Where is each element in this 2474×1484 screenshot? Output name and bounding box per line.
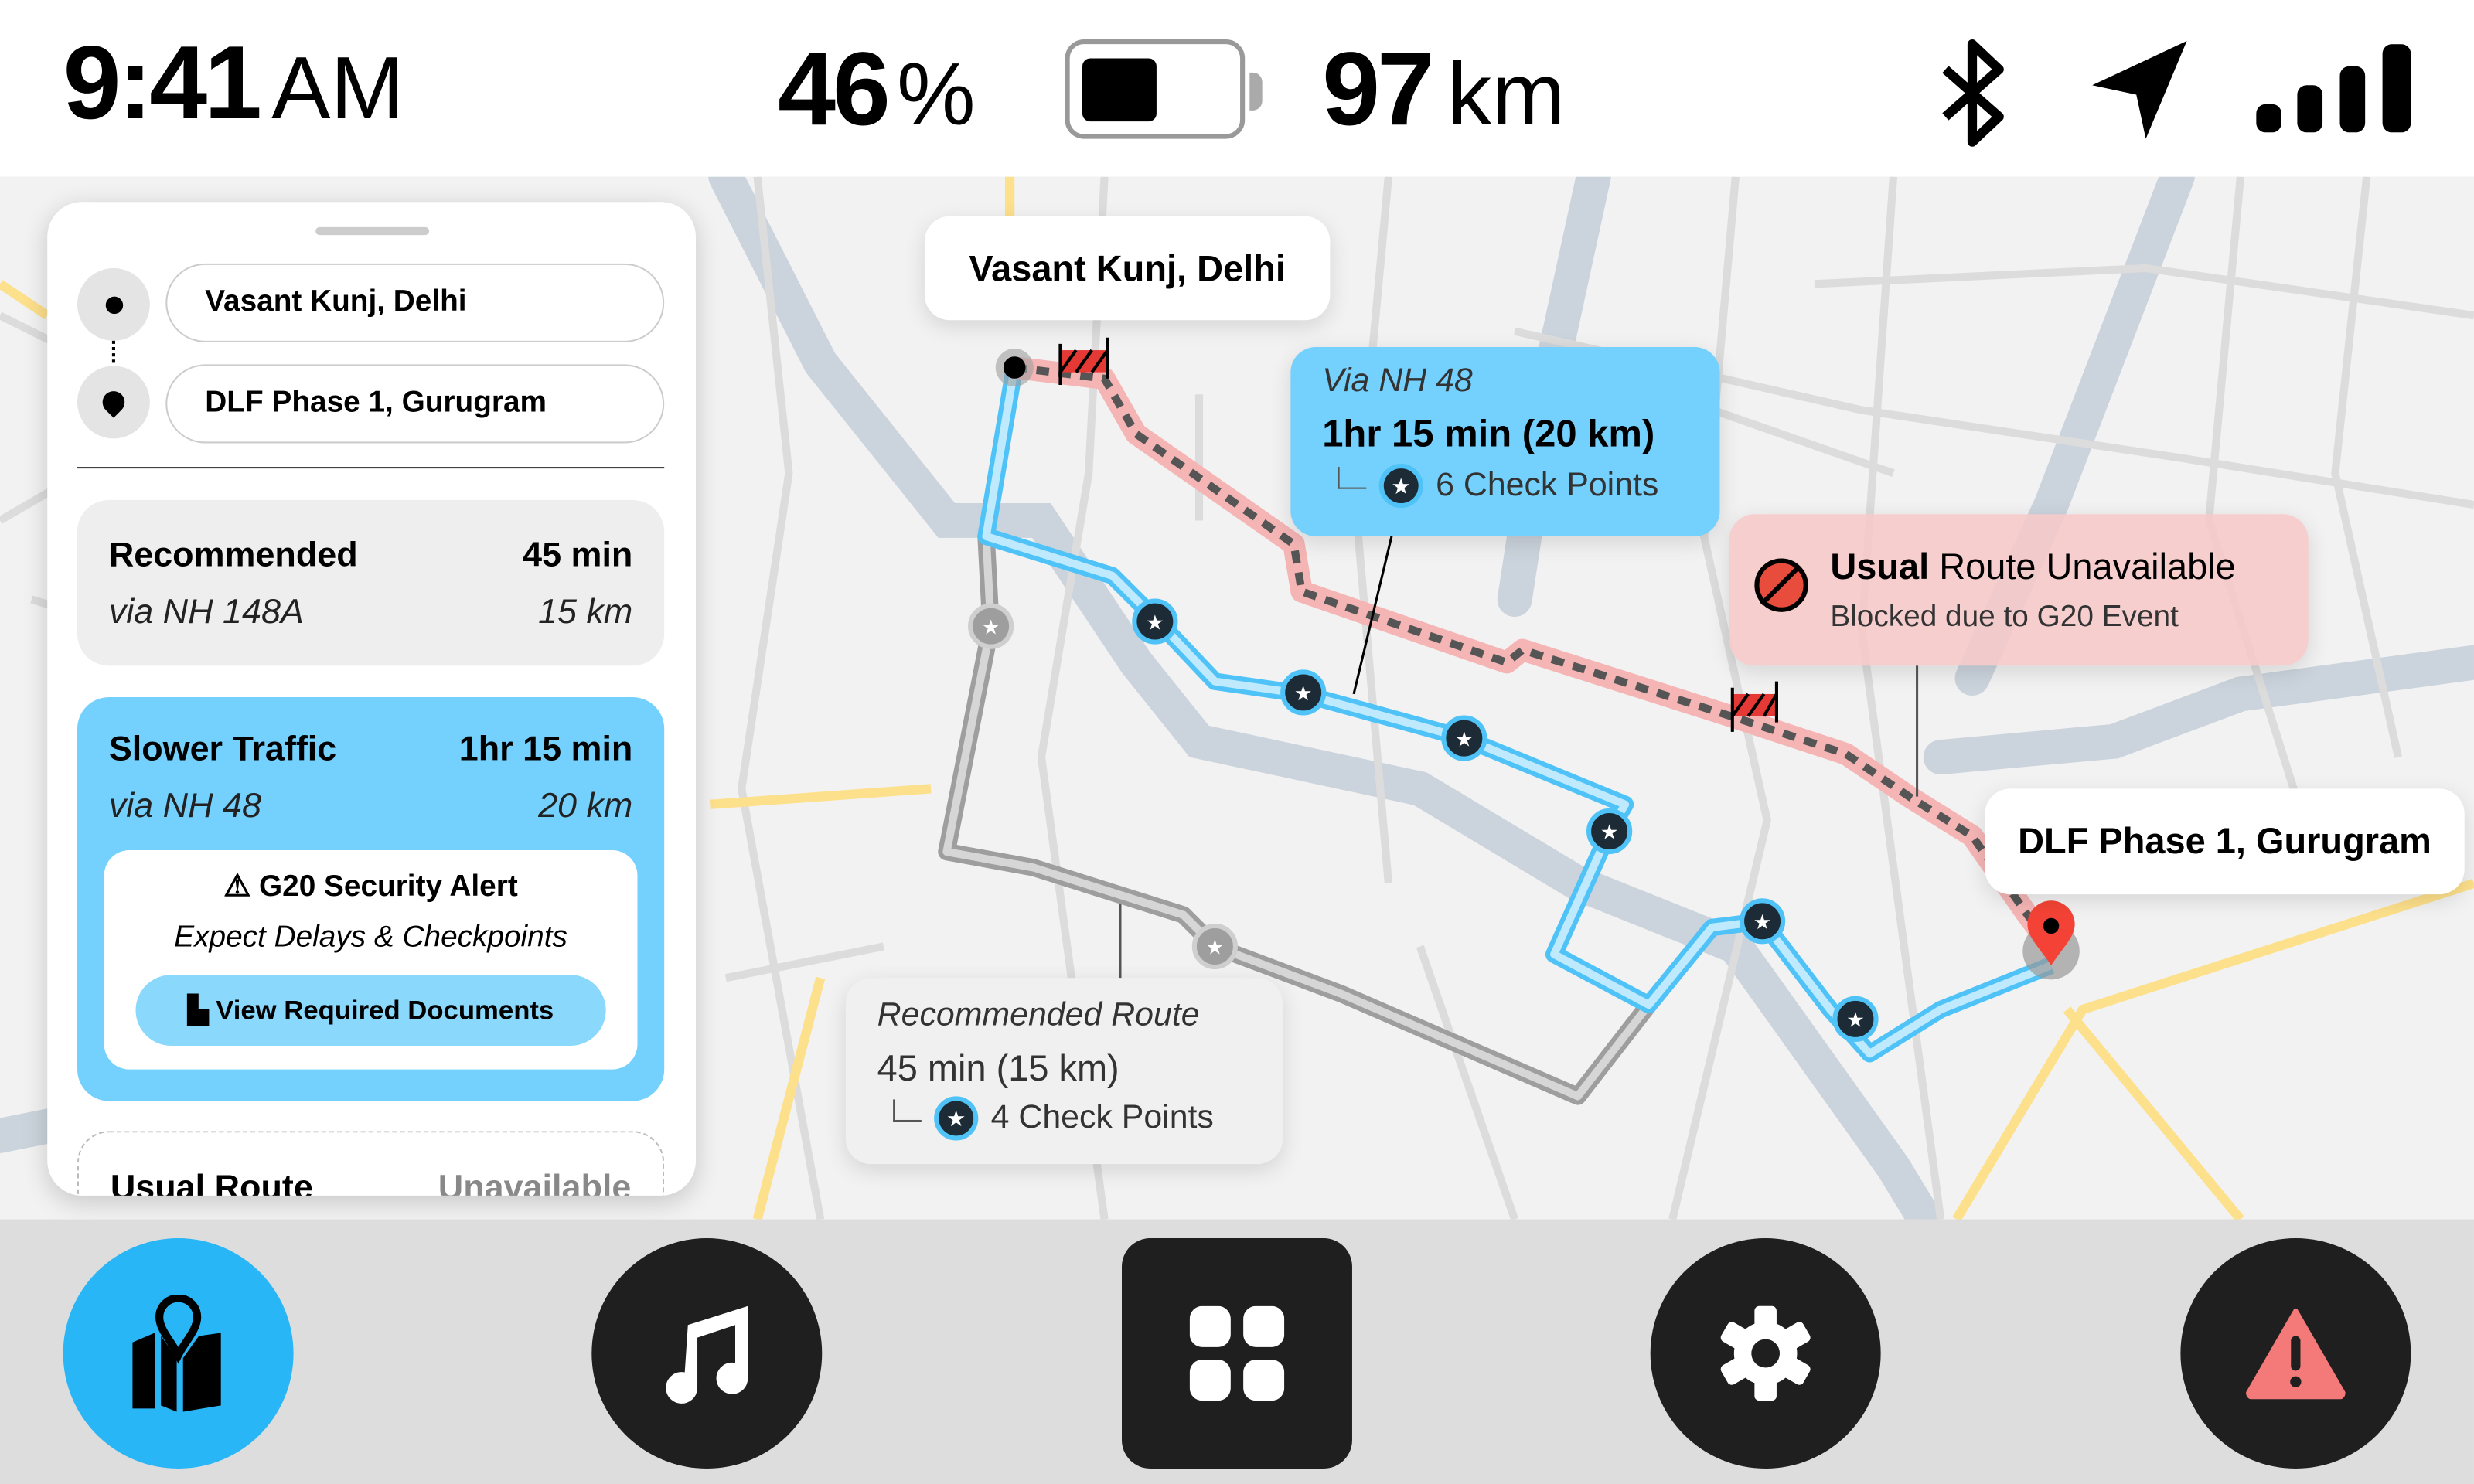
major-roads xyxy=(0,176,2474,1220)
roadblock-icon xyxy=(1730,681,1778,732)
nav-music-button[interactable] xyxy=(591,1238,823,1469)
map-pin-icon xyxy=(132,1295,221,1412)
status-bar: 9:41 AM 46 % 97 km xyxy=(0,0,2474,177)
origin-label: Vasant Kunj, Delhi xyxy=(924,216,1331,321)
origin-input[interactable]: Vasant Kunj, Delhi xyxy=(165,263,665,342)
svg-text:★: ★ xyxy=(1146,611,1164,634)
warning-icon xyxy=(2246,1308,2346,1400)
security-alert: ⚠ G20 Security Alert Expect Delays & Che… xyxy=(104,849,638,1070)
checkpoint-icon[interactable]: ★ xyxy=(1441,715,1487,761)
roadblock-icon xyxy=(1058,337,1109,385)
nav-settings-button[interactable] xyxy=(1650,1238,1881,1469)
battery-icon xyxy=(1065,39,1263,139)
recommended-callout[interactable]: Recommended Route 45 min (15 km) ★ 4 Che… xyxy=(845,978,1283,1165)
checkpoint-icon[interactable]: ★ xyxy=(1739,898,1786,945)
nav-apps-button[interactable] xyxy=(1122,1238,1352,1469)
route-card-recommended[interactable]: Recommended 45 min via NH 148A 15 km xyxy=(77,499,665,666)
nav-map-button[interactable] xyxy=(63,1238,294,1469)
warning-icon: ⚠ xyxy=(223,870,251,904)
svg-text:★: ★ xyxy=(1294,682,1313,705)
svg-text:★: ★ xyxy=(1846,1009,1865,1032)
checkpoint-icon[interactable]: ★ xyxy=(1132,598,1178,645)
dot-icon xyxy=(104,295,123,314)
route-card-usual[interactable]: Usual Route Unavailable xyxy=(77,1131,665,1196)
destination-pin-icon xyxy=(2027,900,2075,965)
drag-handle[interactable] xyxy=(315,226,430,236)
signal-bars-icon xyxy=(2256,44,2411,133)
recommended-route xyxy=(938,536,1656,1105)
origin-dot xyxy=(1003,356,1026,379)
origin-marker xyxy=(77,267,150,341)
checkpoint-icon[interactable]: ★ xyxy=(1832,996,1879,1042)
grid-icon xyxy=(1189,1305,1285,1401)
divider xyxy=(77,467,665,469)
no-entry-icon xyxy=(1754,558,1808,612)
svg-text:★: ★ xyxy=(1455,727,1474,751)
music-note-icon xyxy=(666,1305,748,1404)
destination-marker xyxy=(77,366,150,439)
battery-percent: 46 % xyxy=(778,29,976,147)
range: 97 km xyxy=(1322,29,1566,147)
checkpoint-icon: ★ xyxy=(1378,463,1423,509)
svg-text:★: ★ xyxy=(1206,936,1225,959)
svg-text:★: ★ xyxy=(1753,910,1772,934)
svg-text:★: ★ xyxy=(1600,821,1619,844)
blocked-route-callout[interactable]: Usual Route Unavailable Blocked due to G… xyxy=(1729,514,2309,666)
checkpoint-icon[interactable]: ★ xyxy=(968,603,1014,649)
bluetooth-icon xyxy=(1942,39,2004,147)
route-card-nh48[interactable]: Slower Traffic 1hr 15 min via NH 48 20 km … xyxy=(77,697,665,1101)
nav-alert-button[interactable] xyxy=(2180,1238,2411,1469)
svg-text:★: ★ xyxy=(982,615,1000,638)
nh48-callout[interactable]: Via NH 48 1hr 15 min (20 km) ★ 6 Check P… xyxy=(1290,346,1720,536)
clock: 9:41 AM xyxy=(63,23,404,141)
route-panel: Vasant Kunj, Delhi DLF Phase 1, Gurugram… xyxy=(47,202,696,1196)
checkpoint-icon: ★ xyxy=(934,1096,979,1141)
blocked-route xyxy=(1013,356,2060,954)
destination-label: DLF Phase 1, Gurugram xyxy=(1985,788,2465,895)
destination-input[interactable]: DLF Phase 1, Gurugram xyxy=(165,364,665,444)
view-documents-button[interactable]: ▙ View Required Documents xyxy=(135,975,606,1047)
checkpoint-icon[interactable]: ★ xyxy=(1191,923,1239,970)
gear-icon xyxy=(1720,1305,1811,1401)
navigation-arrow-icon xyxy=(2092,41,2187,139)
bottom-nav xyxy=(0,1219,2474,1484)
document-icon: ▙ xyxy=(187,995,209,1026)
location-pin-icon xyxy=(97,386,130,418)
checkpoint-icon[interactable]: ★ xyxy=(1586,808,1633,855)
checkpoint-icon[interactable]: ★ xyxy=(1280,669,1327,716)
